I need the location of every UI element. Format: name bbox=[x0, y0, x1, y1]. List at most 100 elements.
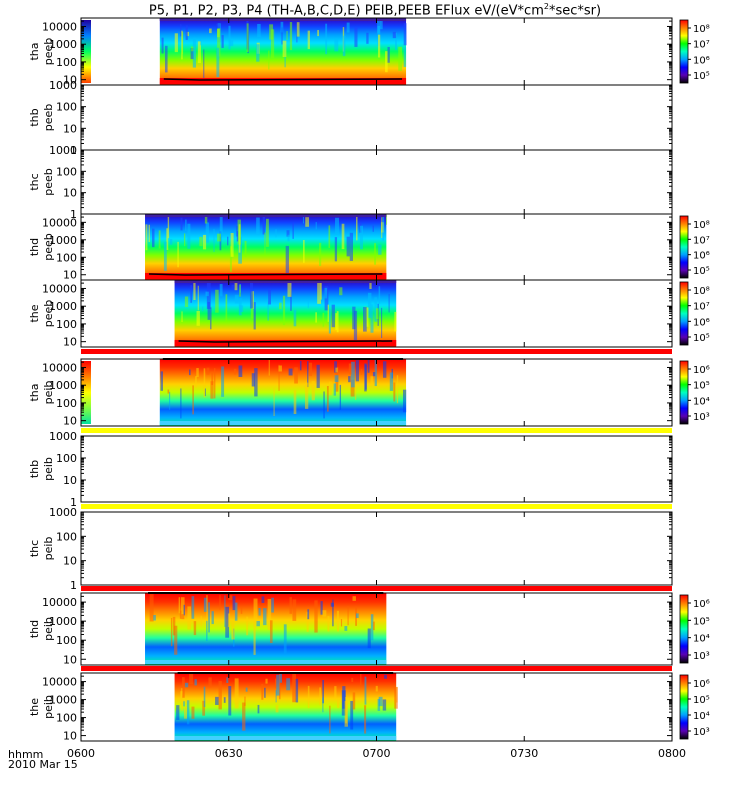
colorbar-tick-label: 10³ bbox=[693, 727, 710, 738]
spectrogram-texture bbox=[350, 700, 354, 730]
spectrogram-texture bbox=[211, 611, 214, 625]
spectrogram-texture bbox=[293, 390, 297, 415]
spectrogram-texture bbox=[258, 608, 261, 616]
spectrogram-texture bbox=[273, 387, 275, 417]
spectrogram-texture bbox=[268, 359, 270, 376]
y-tick-label: 10 bbox=[63, 74, 77, 87]
spectrogram-texture bbox=[299, 360, 302, 371]
spectrogram-texture bbox=[192, 37, 196, 68]
spectrogram-texture bbox=[345, 696, 348, 724]
spectrogram-texture bbox=[351, 677, 354, 683]
spectrogram-texture bbox=[375, 685, 378, 692]
panel-instrument-label: peib bbox=[42, 695, 55, 719]
spectrogram-texture bbox=[246, 23, 249, 52]
colorbar bbox=[679, 360, 689, 425]
spectrogram-texture bbox=[180, 597, 185, 619]
date-label: 2010 Mar 15 bbox=[8, 758, 78, 771]
spectrogram-texture bbox=[279, 302, 282, 310]
spectrogram-texture bbox=[208, 677, 212, 688]
spectrogram-texture bbox=[389, 372, 394, 391]
spectrogram-texture bbox=[348, 376, 351, 383]
spectrogram-texture bbox=[316, 364, 320, 388]
colorbar-tick-label: 10⁵ bbox=[693, 333, 710, 344]
spectrogram-texture bbox=[271, 597, 274, 613]
panel-instrument-label: peeb bbox=[42, 300, 55, 328]
spectrogram-texture bbox=[200, 615, 202, 627]
spectrogram-texture bbox=[193, 280, 196, 301]
panel-tha-peeb: 10000 1000 100 10 tha peeb 10⁸ 10⁷ 10⁶ 10⁵ bbox=[28, 17, 710, 87]
spectrogram-texture bbox=[261, 596, 265, 603]
spectrogram-texture bbox=[238, 298, 242, 316]
y-tick-label: 1000 bbox=[49, 144, 77, 157]
spectrogram-texture bbox=[190, 48, 194, 60]
spectrogram-texture bbox=[200, 38, 202, 46]
spectrogram-texture bbox=[183, 233, 186, 247]
spectrogram-texture bbox=[221, 366, 225, 397]
spectrogram-texture bbox=[290, 283, 292, 311]
spectrogram-texture bbox=[178, 597, 181, 614]
spectrogram-texture bbox=[183, 604, 186, 616]
colorbar bbox=[679, 19, 689, 84]
spectrogram-texture bbox=[211, 373, 214, 385]
spectrogram-texture bbox=[176, 705, 180, 720]
spectrogram-texture bbox=[152, 228, 155, 248]
y-tick-label: 10 bbox=[63, 555, 77, 568]
panel-separator-band bbox=[81, 428, 672, 433]
colorbar-tick-label: 10⁵ bbox=[693, 71, 710, 82]
spectrogram-texture bbox=[334, 38, 339, 52]
spectrogram-texture bbox=[197, 285, 199, 311]
spectrogram-texture bbox=[206, 367, 210, 375]
spectrogram-texture bbox=[181, 688, 183, 711]
spectrogram-texture bbox=[185, 25, 188, 40]
spectrogram-texture bbox=[228, 25, 231, 50]
spectrogram-texture bbox=[253, 598, 258, 623]
spectrogram-texture bbox=[289, 22, 293, 51]
spectrogram-texture bbox=[274, 678, 277, 689]
colorbar-tick-label: 10³ bbox=[693, 412, 710, 423]
spectrogram-texture bbox=[236, 225, 238, 237]
panel-separator-band bbox=[81, 666, 672, 671]
spectrogram-texture bbox=[239, 284, 241, 297]
spectrogram-texture bbox=[287, 234, 290, 242]
spectrogram-texture bbox=[167, 214, 170, 239]
spectrogram-texture bbox=[364, 705, 367, 734]
spectrogram-texture bbox=[184, 296, 189, 307]
spectrogram-texture bbox=[234, 294, 239, 304]
spectrogram-texture bbox=[348, 363, 352, 375]
spectrogram-texture bbox=[296, 22, 300, 37]
edge-data-strip bbox=[81, 361, 91, 424]
spectrogram-texture bbox=[234, 602, 238, 621]
spectrogram-texture bbox=[166, 228, 169, 250]
x-tick-label: 0630 bbox=[215, 747, 243, 760]
spectrogram-texture bbox=[349, 232, 354, 261]
spectrogram-texture bbox=[276, 674, 280, 696]
spectrogram-texture bbox=[221, 35, 224, 48]
spectrogram-texture bbox=[268, 50, 270, 70]
colorbar-tick-label: 10⁶ bbox=[693, 599, 710, 610]
spectrogram-texture bbox=[169, 238, 173, 245]
spectrogram-texture bbox=[167, 389, 170, 394]
spectrogram-texture bbox=[328, 309, 331, 334]
spectrogram-texture bbox=[225, 294, 228, 322]
spectrogram-texture bbox=[160, 371, 163, 391]
spectrogram-texture bbox=[370, 614, 374, 641]
spectrogram-texture bbox=[187, 606, 191, 630]
spectrogram-texture bbox=[367, 628, 371, 649]
y-tick-label: 1000 bbox=[49, 234, 77, 247]
spectrogram-texture bbox=[193, 621, 197, 636]
spectrogram-texture bbox=[265, 218, 269, 247]
spectrogram-texture bbox=[275, 690, 277, 703]
spectrogram-texture bbox=[257, 704, 260, 714]
y-tick-label: 10000 bbox=[42, 216, 77, 229]
spectrogram-texture bbox=[180, 691, 183, 700]
y-tick-label: 100 bbox=[56, 452, 77, 465]
spectrogram-texture bbox=[315, 312, 317, 323]
spectrogram-texture bbox=[315, 222, 317, 230]
spectrogram-texture bbox=[217, 28, 221, 57]
spectrogram-texture bbox=[306, 611, 309, 632]
y-tick-label: 100 bbox=[56, 634, 77, 647]
spectrogram-texture bbox=[282, 295, 286, 326]
panel-probe-label: tha bbox=[28, 42, 41, 60]
spectrogram-texture bbox=[206, 595, 208, 622]
colorbar-tick-label: 10⁴ bbox=[693, 711, 710, 722]
